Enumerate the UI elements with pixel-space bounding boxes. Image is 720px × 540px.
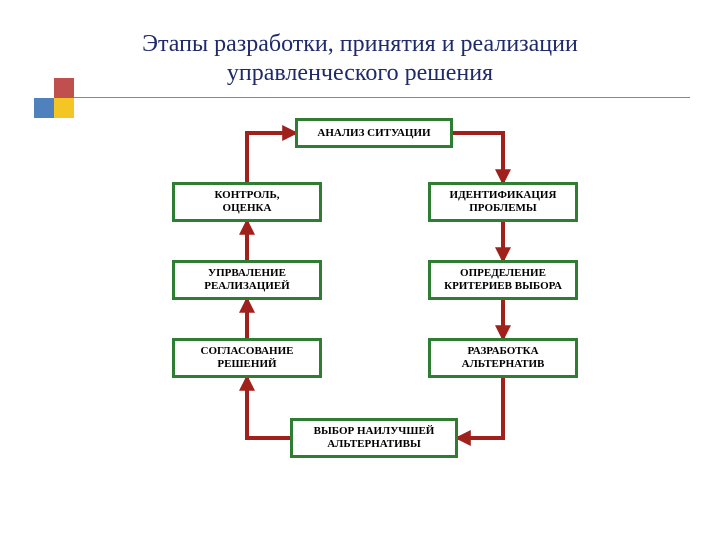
node-best: ВЫБОР НАИЛУЧШЕЙ АЛЬТЕРНАТИВЫ [290, 418, 458, 458]
arrow [453, 133, 503, 182]
arrow [247, 133, 295, 182]
node-label: АНАЛИЗ СИТУАЦИИ [317, 127, 430, 140]
title-line-2: управленческого решения [227, 60, 493, 86]
node-label: УПРВАЛЕНИЕ РЕАЛИЗАЦИЕЙ [204, 267, 290, 292]
node-alt: РАЗРАБОТКА АЛЬТЕРНАТИВ [428, 338, 578, 378]
flowchart-arrows [150, 110, 600, 525]
node-impl: УПРВАЛЕНИЕ РЕАЛИЗАЦИЕЙ [172, 260, 322, 300]
arrow [458, 378, 503, 438]
square-bottom-left [34, 98, 54, 118]
node-criteria: ОПРЕДЕЛЕНИЕ КРИТЕРИЕВ ВЫБОРА [428, 260, 578, 300]
node-control: КОНТРОЛЬ, ОЦЕНКА [172, 182, 322, 222]
node-ident: ИДЕНТИФИКАЦИЯ ПРОБЛЕМЫ [428, 182, 578, 222]
node-analysis: АНАЛИЗ СИТУАЦИИ [295, 118, 453, 148]
arrow [247, 378, 290, 438]
square-bottom-right [54, 98, 74, 118]
node-label: ОПРЕДЕЛЕНИЕ КРИТЕРИЕВ ВЫБОРА [444, 267, 562, 292]
node-label: ИДЕНТИФИКАЦИЯ ПРОБЛЕМЫ [450, 189, 557, 214]
title-line-1: Этапы разработки, принятия и реализации [142, 31, 578, 57]
node-label: СОГЛАСОВАНИЕ РЕШЕНИЙ [201, 345, 294, 370]
node-label: ВЫБОР НАИЛУЧШЕЙ АЛЬТЕРНАТИВЫ [314, 425, 435, 450]
node-label: РАЗРАБОТКА АЛЬТЕРНАТИВ [462, 345, 545, 370]
horizontal-rule [74, 97, 690, 98]
flowchart-diagram: АНАЛИЗ СИТУАЦИИ ИДЕНТИФИКАЦИЯ ПРОБЛЕМЫ ОПР… [150, 110, 600, 525]
page-title: Этапы разработки, принятия и реализации … [0, 30, 720, 88]
node-agree: СОГЛАСОВАНИЕ РЕШЕНИЙ [172, 338, 322, 378]
node-label: КОНТРОЛЬ, ОЦЕНКА [214, 189, 279, 214]
